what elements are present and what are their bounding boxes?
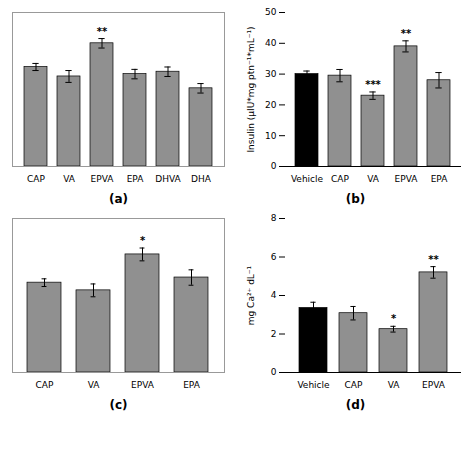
svg-text:Insulin (μIU*mg ptn⁻¹*mL⁻¹): Insulin (μIU*mg ptn⁻¹*mL⁻¹) xyxy=(246,26,256,152)
svg-text:4: 4 xyxy=(271,290,277,300)
svg-text:8: 8 xyxy=(271,213,277,223)
svg-text:EPA: EPA xyxy=(183,380,201,390)
svg-text:DHVA: DHVA xyxy=(155,174,181,184)
svg-text:**: ** xyxy=(97,26,108,37)
svg-text:*: * xyxy=(140,235,146,246)
svg-text:40: 40 xyxy=(265,38,277,48)
svg-text:**: ** xyxy=(401,28,412,39)
svg-text:CAP: CAP xyxy=(27,174,45,184)
html-text:(d): (d) xyxy=(345,398,366,412)
html-text:(c): (c) xyxy=(109,398,128,412)
svg-text:CAP: CAP xyxy=(345,380,363,390)
svg-text:50: 50 xyxy=(265,7,277,17)
svg-text:30: 30 xyxy=(265,69,277,79)
svg-text:CAP: CAP xyxy=(36,380,54,390)
svg-text:EPVA: EPVA xyxy=(395,174,419,184)
svg-text:VA: VA xyxy=(388,380,401,390)
svg-text:EPA: EPA xyxy=(127,174,145,184)
html-text:(a): (a) xyxy=(109,192,128,206)
svg-text:mg Ca²⁺ dL⁻¹: mg Ca²⁺ dL⁻¹ xyxy=(246,265,256,325)
svg-text:*: * xyxy=(391,313,397,324)
svg-text:EPVA: EPVA xyxy=(91,174,115,184)
svg-text:VA: VA xyxy=(367,174,380,184)
svg-text:EPA: EPA xyxy=(431,174,449,184)
svg-text:Vehicle: Vehicle xyxy=(297,380,330,390)
svg-text:EPVA: EPVA xyxy=(131,380,155,390)
html-text:(b): (b) xyxy=(345,192,366,206)
svg-text:VA: VA xyxy=(88,380,101,390)
svg-text:2: 2 xyxy=(271,329,277,339)
svg-text:DHA: DHA xyxy=(191,174,212,184)
svg-text:EPVA: EPVA xyxy=(422,380,446,390)
svg-text:Vehicle: Vehicle xyxy=(291,174,324,184)
svg-text:6: 6 xyxy=(271,252,277,262)
svg-text:CAP: CAP xyxy=(331,174,349,184)
svg-text:**: ** xyxy=(428,254,439,265)
svg-text:10: 10 xyxy=(265,131,277,141)
svg-text:***: *** xyxy=(365,79,381,90)
svg-text:20: 20 xyxy=(265,100,277,110)
svg-text:0: 0 xyxy=(271,161,277,171)
svg-text:0: 0 xyxy=(271,367,277,377)
svg-text:VA: VA xyxy=(63,174,76,184)
